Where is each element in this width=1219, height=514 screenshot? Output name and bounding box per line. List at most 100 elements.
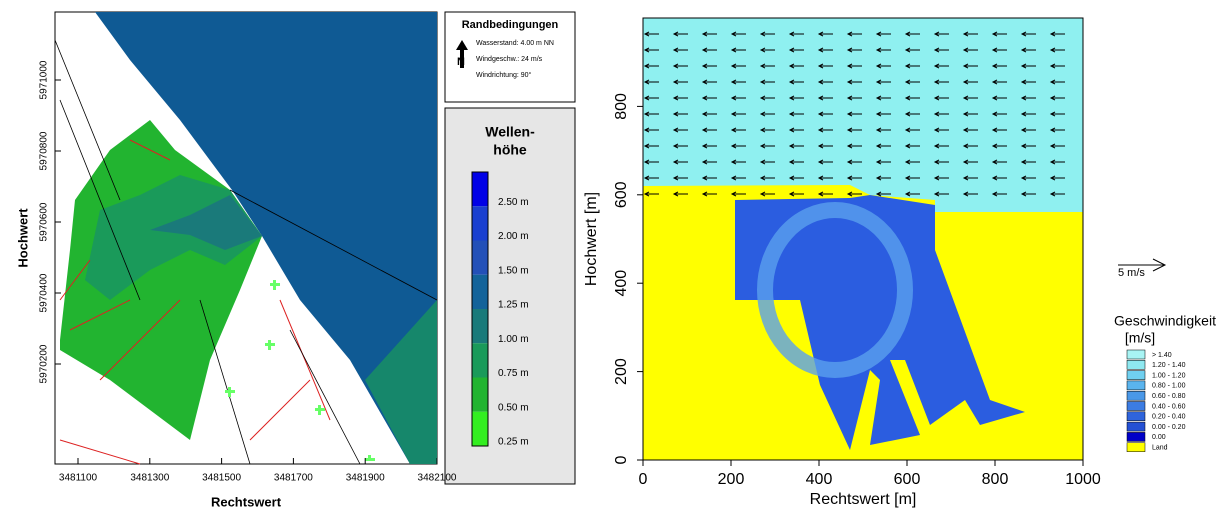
arrow [1049, 175, 1065, 181]
colorbar-segment [472, 172, 488, 207]
arrow [730, 47, 746, 53]
legend-swatch [1126, 411, 1146, 422]
arrow [933, 95, 949, 101]
arrow [962, 191, 978, 197]
arrow [788, 127, 804, 133]
colorbar-segment [472, 309, 488, 344]
legend-swatch [1126, 349, 1146, 360]
arrow [672, 47, 688, 53]
arrow [846, 31, 862, 37]
markers [225, 280, 375, 461]
arrow [904, 95, 920, 101]
arrow [991, 63, 1007, 69]
y-tick-label: 600 [613, 181, 630, 208]
x-axis-label: Rechtswert [211, 494, 282, 509]
legend-item: 0.00 - 0.20 [1152, 424, 1186, 431]
x-tick-label: 3481900 [346, 473, 385, 484]
wave-contour [150, 195, 262, 250]
arrow [991, 191, 1007, 197]
legend-item: 0.00 [1152, 434, 1166, 441]
arrow [846, 175, 862, 181]
colorbar-segment [472, 206, 488, 241]
y-tick-label: 5970600 [39, 202, 50, 241]
arrow [904, 127, 920, 133]
y-tick-label: 200 [613, 358, 630, 385]
arrow [904, 111, 920, 117]
legend-item: 2.00 m [498, 231, 529, 242]
y-tick-label: 5971000 [39, 60, 50, 99]
legend-swatch [1126, 421, 1146, 432]
arrow [846, 95, 862, 101]
arrow [1020, 47, 1036, 53]
arrow [846, 127, 862, 133]
arrow [1020, 31, 1036, 37]
arrow [1049, 31, 1065, 37]
arrow [991, 127, 1007, 133]
arrow [904, 191, 920, 197]
arrow [846, 47, 862, 53]
conditions-title: Randbedingungen [462, 19, 559, 31]
arrow [962, 159, 978, 165]
arrow [904, 175, 920, 181]
legend-swatch [1126, 370, 1146, 380]
arrow [817, 175, 833, 181]
arrow [672, 111, 688, 117]
arrow [875, 175, 891, 181]
arrow [817, 47, 833, 53]
legend-item: Land [1152, 445, 1168, 452]
arrow [701, 191, 717, 197]
arrow [962, 79, 978, 85]
arrow [759, 111, 775, 117]
arrow [730, 95, 746, 101]
arrow [1049, 79, 1065, 85]
arrow [933, 127, 949, 133]
x-tick-label: 3481100 [59, 473, 98, 484]
arrow [875, 63, 891, 69]
arrow [730, 79, 746, 85]
arrow [759, 79, 775, 85]
arrow [991, 143, 1007, 149]
left-map [54, 11, 438, 465]
velocity-arrows [643, 31, 1065, 197]
arrow [846, 63, 862, 69]
x-tick-label: 0 [639, 471, 648, 488]
arrow [904, 159, 920, 165]
arrow [904, 47, 920, 53]
scale-arrow [1118, 258, 1167, 272]
arrow [643, 47, 659, 53]
arrow [933, 79, 949, 85]
arrow [730, 111, 746, 117]
y-axis-label: Hochwert [15, 208, 30, 268]
arrow [1049, 111, 1065, 117]
arrow [701, 79, 717, 85]
arrow [962, 111, 978, 117]
arrow [788, 47, 804, 53]
arrow [817, 79, 833, 85]
arrow [672, 31, 688, 37]
arrow [759, 159, 775, 165]
arrow [991, 31, 1007, 37]
arrow [643, 159, 659, 165]
arrow [817, 127, 833, 133]
arrow [730, 31, 746, 37]
arrow [672, 191, 688, 197]
arrow [1020, 175, 1036, 181]
x-tick-label: 3482100 [418, 473, 457, 484]
arrow [672, 63, 688, 69]
arrow [643, 63, 659, 69]
arrow [875, 79, 891, 85]
map-lines [59, 139, 331, 465]
y-tick-label: 0 [613, 455, 630, 464]
x-tick-label: 1000 [1065, 471, 1101, 488]
arrow [875, 47, 891, 53]
legend-item: 1.20 - 1.40 [1152, 362, 1186, 369]
arrow [933, 143, 949, 149]
arrow [817, 63, 833, 69]
x-axis-label: Rechtswert [m] [810, 491, 917, 508]
arrow [933, 111, 949, 117]
arrow [701, 143, 717, 149]
arrow [788, 175, 804, 181]
arrow [875, 127, 891, 133]
wave-legend [444, 107, 576, 485]
arrow [1020, 79, 1036, 85]
